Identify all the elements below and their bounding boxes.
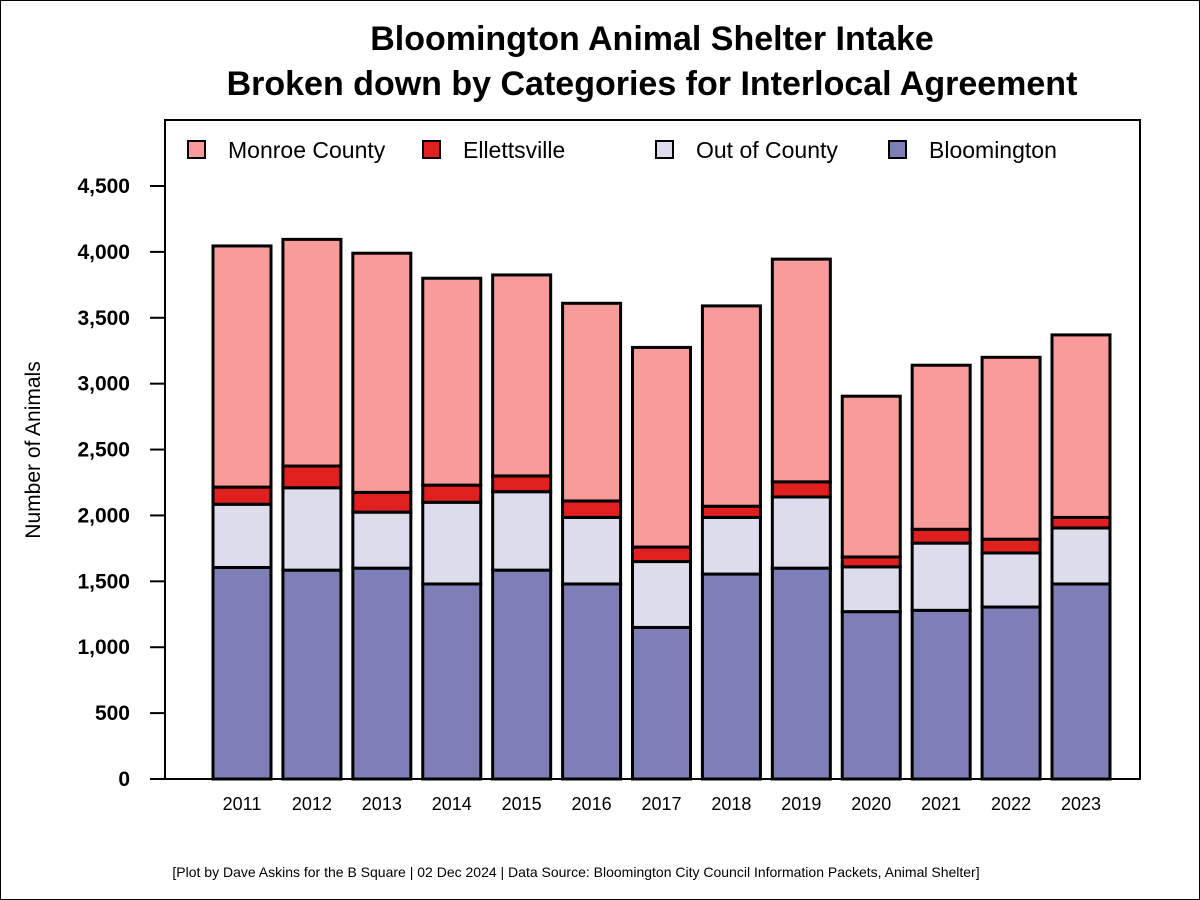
- legend-swatch-monroe-county: [187, 140, 206, 159]
- y-tick-label: 1,500: [77, 570, 130, 593]
- y-tick-label: 4,000: [77, 241, 130, 264]
- bar-segment-bloomington-2023: [1050, 582, 1112, 781]
- y-tick-label: 0: [118, 768, 130, 791]
- bar-segment-monroe-county-2012: [281, 237, 343, 468]
- legend-label-bloomington: Bloomington: [929, 137, 1057, 163]
- bar-segment-monroe-county-2020: [840, 394, 902, 559]
- legend-swatch-ellettsville: [422, 140, 441, 159]
- legend-swatch-out-of-county: [655, 140, 674, 159]
- bar-segment-bloomington-2017: [631, 625, 692, 781]
- bar-segment-monroe-county-2018: [700, 304, 762, 508]
- legend-swatch-bloomington: [888, 140, 907, 159]
- bar-segment-monroe-county-2017: [631, 345, 692, 549]
- legend-label-out-of-county: Out of County: [696, 137, 838, 163]
- bar-segment-bloomington-2022: [980, 605, 1042, 781]
- bar-segment-ellettsville-2017: [631, 545, 692, 564]
- bar-segment-bloomington-2015: [491, 568, 553, 781]
- x-tick-label: 2014: [432, 794, 472, 814]
- bar-segment-bloomington-2011: [211, 565, 273, 781]
- y-axis-label: Number of Animals: [22, 361, 45, 538]
- y-tick-label: 2,500: [77, 439, 130, 462]
- bar-segment-bloomington-2019: [770, 566, 832, 781]
- bar-segment-ellettsville-2015: [491, 474, 553, 494]
- bar-segment-out-of-county-2019: [770, 495, 832, 570]
- x-tick-label: 2018: [711, 794, 751, 814]
- bar-segment-ellettsville-2023: [1050, 515, 1112, 530]
- bar-segment-out-of-county-2013: [351, 510, 413, 570]
- bar-segment-ellettsville-2013: [351, 490, 413, 514]
- x-tick-label: 2016: [572, 794, 612, 814]
- bar-segment-monroe-county-2021: [910, 363, 972, 531]
- y-tick-label: 4,500: [77, 175, 130, 198]
- bar-segment-ellettsville-2011: [211, 485, 273, 506]
- x-tick-label: 2023: [1061, 794, 1101, 814]
- bar-segment-ellettsville-2016: [561, 499, 623, 519]
- bar-segment-ellettsville-2019: [770, 480, 832, 499]
- bar-segment-out-of-county-2018: [700, 515, 762, 576]
- x-tick-label: 2012: [292, 794, 332, 814]
- bar-segment-monroe-county-2023: [1050, 333, 1112, 519]
- bar-segment-ellettsville-2012: [281, 464, 343, 490]
- legend-label-monroe-county: Monroe County: [228, 137, 386, 163]
- x-tick-label: 2015: [502, 794, 542, 814]
- x-tick-label: 2017: [641, 794, 681, 814]
- bar-segment-monroe-county-2011: [211, 244, 273, 489]
- bar-segment-bloomington-2020: [840, 610, 902, 781]
- bars-group: [211, 237, 1112, 781]
- bar-segment-out-of-county-2020: [840, 565, 902, 614]
- x-tick-label: 2011: [223, 794, 262, 814]
- x-tick-label: 2021: [921, 794, 961, 814]
- bar-segment-ellettsville-2018: [700, 504, 762, 519]
- bar-segment-bloomington-2021: [910, 608, 972, 781]
- bar-segment-monroe-county-2014: [421, 276, 483, 487]
- bar-segment-out-of-county-2012: [281, 486, 343, 572]
- bar-segment-bloomington-2012: [281, 568, 343, 781]
- bar-segment-out-of-county-2011: [211, 502, 273, 569]
- legend: Monroe County Ellettsville Out of County Bl…: [187, 137, 1057, 163]
- bar-segment-bloomington-2016: [561, 582, 623, 781]
- bar-segment-out-of-county-2015: [491, 490, 553, 572]
- bar-segment-ellettsville-2014: [421, 483, 483, 504]
- chart-subtitle: Broken down by Categories for Interlocal…: [227, 65, 1078, 103]
- bar-segment-monroe-county-2022: [980, 355, 1042, 541]
- bar-segment-out-of-county-2021: [910, 541, 972, 612]
- bar-segment-monroe-county-2013: [351, 251, 413, 494]
- bar-segment-out-of-county-2014: [421, 500, 483, 586]
- bar-segment-bloomington-2018: [700, 572, 762, 781]
- bar-segment-ellettsville-2021: [910, 527, 972, 545]
- bar-segment-out-of-county-2023: [1050, 526, 1112, 586]
- chart-title: Bloomington Animal Shelter Intake: [370, 20, 934, 58]
- bar-segment-out-of-county-2016: [561, 515, 623, 586]
- bar-segment-monroe-county-2015: [491, 273, 553, 478]
- legend-label-ellettsville: Ellettsville: [463, 137, 565, 163]
- y-tick-label: 1,000: [77, 636, 130, 659]
- y-tick-label: 2,000: [77, 504, 130, 527]
- y-tick-label: 3,000: [77, 373, 130, 396]
- x-tick-label: 2020: [851, 794, 891, 814]
- y-tick-label: 3,500: [77, 307, 130, 330]
- bar-segment-bloomington-2013: [351, 566, 413, 781]
- bar-segment-out-of-county-2022: [980, 551, 1042, 609]
- bar-segment-out-of-county-2017: [631, 560, 692, 629]
- bar-segment-monroe-county-2019: [770, 257, 832, 484]
- x-tick-label: 2022: [991, 794, 1031, 814]
- bar-segment-bloomington-2014: [421, 582, 483, 781]
- axes-group: 0 500 1,000 1,500 2,000 2,500 3,000 3,500 4,000 4…: [77, 119, 1141, 814]
- x-tick-label: 2019: [781, 794, 821, 814]
- y-tick-label: 500: [95, 702, 130, 725]
- footnote: [Plot by Dave Askins for the B Square | …: [172, 864, 979, 880]
- bar-segment-monroe-county-2016: [561, 301, 623, 503]
- bar-segment-ellettsville-2022: [980, 537, 1042, 555]
- x-tick-label: 2013: [362, 794, 402, 814]
